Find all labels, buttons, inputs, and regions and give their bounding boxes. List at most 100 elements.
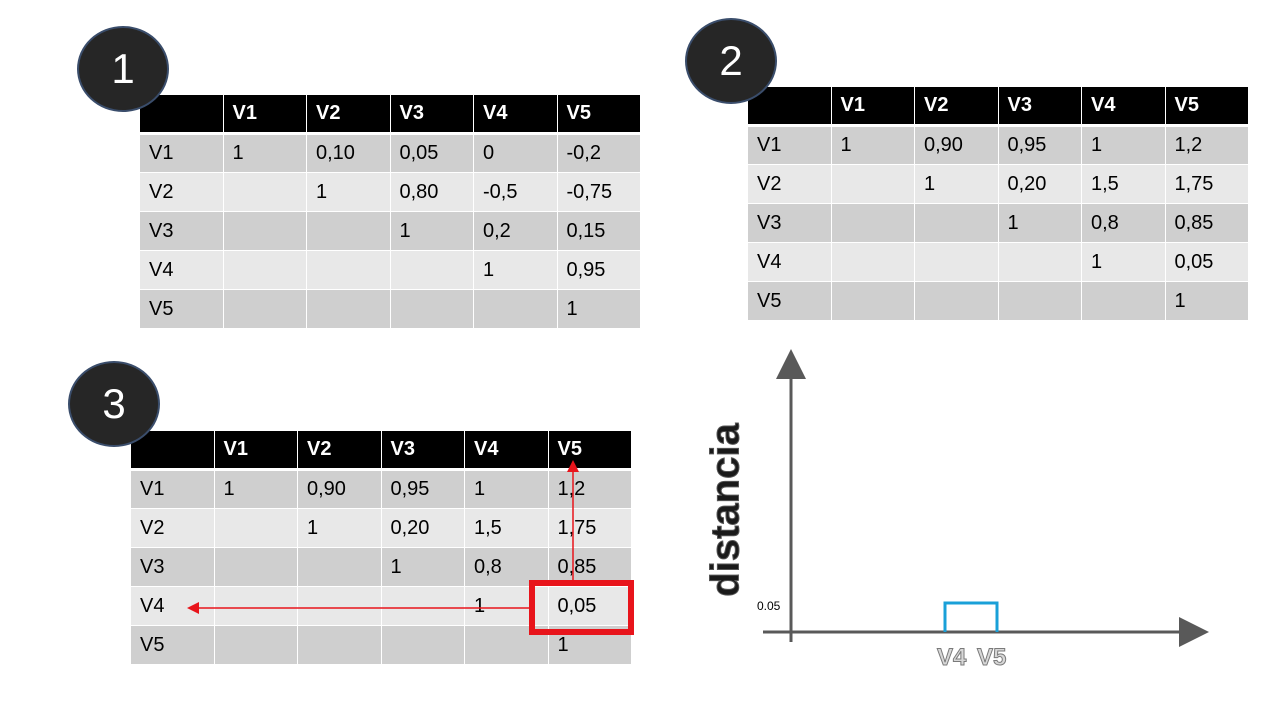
row-header: V3 [747,203,832,243]
column-header: V2 [297,430,382,471]
distance-matrix-1: V1 V2 V3 V4 V5 V1 1 0,10 0,05 0 -0,2 V2 1 0,80 -0,5 -0,… [139,94,641,329]
table-row: V3 1 0,2 0,15 [139,211,641,251]
row-header: V3 [130,547,215,587]
matrix-cell: 0,8 [464,547,549,587]
matrix-cell [213,625,298,665]
column-header: V4 [1081,86,1166,127]
dendrogram-leaf-v5: V5 [976,644,1007,672]
panel-2-badge: 2 [685,18,777,104]
matrix-cell [997,281,1082,321]
distance-matrix-2: V1 V2 V3 V4 V5 V1 1 0,90 0,95 1 1,2 V2 1 0,20 1,5 1,75 V… [747,86,1249,321]
matrix-cell: 1 [1081,242,1166,282]
matrix-cell [830,164,915,204]
column-header: V4 [473,94,558,135]
dendrogram-ylabel: distancia [703,423,748,597]
header-row: V1 V2 V3 V4 V5 [747,86,1249,127]
row-header: V1 [130,469,215,509]
matrix-cell: 1 [306,172,391,212]
row-header: V5 [139,289,224,329]
matrix-cell: 1 [297,508,382,548]
row-header: V1 [139,133,224,173]
row-header: V3 [139,211,224,251]
matrix-cell: 1 [213,469,298,509]
column-header: V5 [1164,86,1249,127]
matrix-cell [297,586,382,626]
matrix-cell: 0 [473,133,558,173]
header-row: V1 V2 V3 V4 V5 [130,430,632,471]
matrix-cell: 0,05 [547,586,632,626]
matrix-cell [914,242,999,282]
matrix-cell [213,586,298,626]
table-row: V1 1 0,90 0,95 1 1,2 [130,469,632,509]
row-header: V2 [747,164,832,204]
matrix-cell [222,250,307,290]
column-header: V3 [389,94,474,135]
matrix-cell [464,625,549,665]
table-row: V2 1 0,20 1,5 1,75 [747,164,1249,204]
column-header: V1 [222,94,307,135]
matrix-cell [997,242,1082,282]
matrix-cell: 1 [389,211,474,251]
row-header: V4 [747,242,832,282]
matrix-cell: 0,85 [1164,203,1249,243]
matrix-cell: 0,95 [556,250,641,290]
matrix-cell: -0,5 [473,172,558,212]
matrix-cell: 0,2 [473,211,558,251]
matrix-cell: 1 [380,547,465,587]
panel-3-badge: 3 [68,361,160,447]
row-header: V2 [139,172,224,212]
row-header: V4 [139,250,224,290]
matrix-cell: 1,2 [1164,125,1249,165]
matrix-cell [914,203,999,243]
matrix-cell: 1 [1081,125,1166,165]
matrix-cell [306,250,391,290]
matrix-cell: 0,90 [297,469,382,509]
matrix-cell [306,211,391,251]
table-row: V1 1 0,90 0,95 1 1,2 [747,125,1249,165]
matrix-cell [213,508,298,548]
matrix-cell: 1 [464,586,549,626]
matrix-cell [380,625,465,665]
matrix-cell: 0,10 [306,133,391,173]
matrix-cell [222,211,307,251]
dendrogram-leaf-v4: V4 [936,644,967,672]
row-header: V5 [130,625,215,665]
matrix-cell: 1 [1164,281,1249,321]
matrix-cell: 1 [830,125,915,165]
matrix-cell [306,289,391,329]
row-header: V5 [747,281,832,321]
matrix-cell [830,242,915,282]
matrix-cell: 0,95 [380,469,465,509]
matrix-cell [473,289,558,329]
matrix-cell [389,289,474,329]
matrix-cell: 0,05 [1164,242,1249,282]
panel-1-badge: 1 [77,26,169,112]
table-row: V5 1 [130,625,632,665]
matrix-cell: 1 [464,469,549,509]
matrix-cell [222,289,307,329]
matrix-cell [1081,281,1166,321]
distance-matrix-3: V1 V2 V3 V4 V5 V1 1 0,90 0,95 1 1,2 V2 1 0,20 1,5 1,75 V… [130,430,632,665]
matrix-cell: 1 [473,250,558,290]
table-row: V5 1 [139,289,641,329]
matrix-cell: 1 [222,133,307,173]
matrix-cell [380,586,465,626]
corner-cell [130,430,215,471]
column-header: V4 [464,430,549,471]
column-header: V3 [997,86,1082,127]
table-row: V4 1 0,95 [139,250,641,290]
table-row: V4 1 0,05 [130,586,632,626]
matrix-cell: 1 [556,289,641,329]
row-header: V4 [130,586,215,626]
matrix-cell [830,281,915,321]
corner-cell [747,86,832,127]
matrix-cell: 1 [914,164,999,204]
matrix-cell [213,547,298,587]
matrix-cell: 0,85 [547,547,632,587]
table-row: V5 1 [747,281,1249,321]
matrix-cell: 0,95 [997,125,1082,165]
matrix-cell: 1,75 [547,508,632,548]
matrix-cell [914,281,999,321]
matrix-cell [389,250,474,290]
matrix-cell: -0,2 [556,133,641,173]
